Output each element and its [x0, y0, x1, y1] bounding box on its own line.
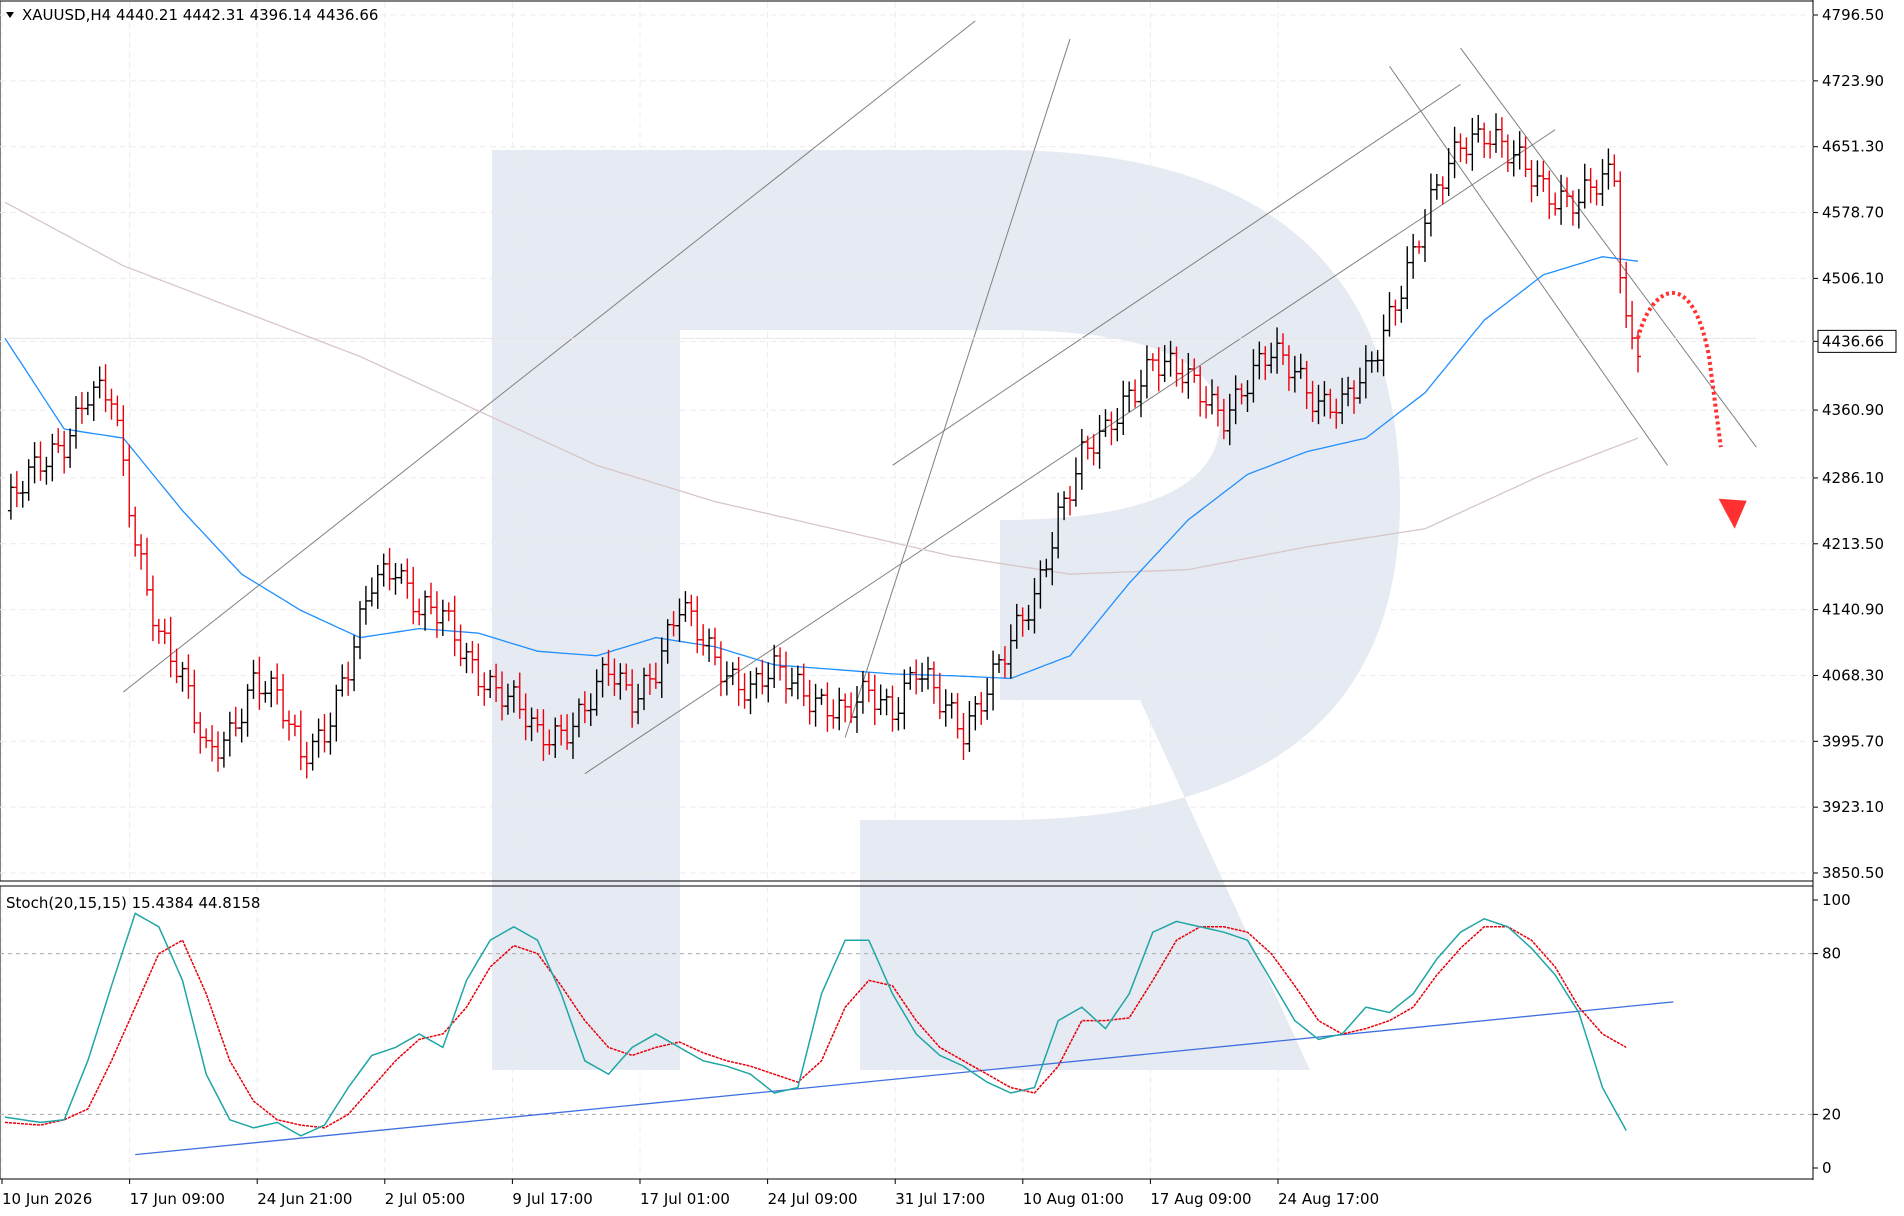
watermark-logo: [492, 150, 1400, 1070]
trendline: [844, 38, 1071, 738]
trendline: [892, 83, 1461, 466]
time-axis-label: 9 Jul 17:00: [512, 1190, 592, 1208]
time-axis-label: 17 Aug 09:00: [1150, 1190, 1251, 1208]
symbol-label: XAUUSD,H4 4440.21 4442.31 4396.14 4436.6…: [22, 6, 378, 24]
price-tick-label: 4651.30: [1822, 138, 1884, 156]
current-price-box: [1817, 329, 1897, 353]
time-axis-label: 17 Jul 01:00: [640, 1190, 730, 1208]
time-axis-label: 31 Jul 17:00: [895, 1190, 985, 1208]
price-tick-label: 4068.30: [1822, 666, 1884, 684]
forecast-arrow: [1636, 291, 1747, 529]
trendline: [584, 129, 1556, 775]
time-axis-label: 24 Jul 09:00: [768, 1190, 858, 1208]
price-tick-label: 4286.10: [1822, 469, 1884, 487]
collapse-triangle-icon[interactable]: [6, 12, 14, 18]
forecast-path: [1636, 291, 1723, 448]
stoch-label: Stoch(20,15,15) 15.4384 44.8158: [6, 894, 260, 912]
price-tick-label: 4506.10: [1822, 269, 1884, 287]
price-tick-label: 4796.50: [1822, 6, 1884, 24]
stoch-trendline: [135, 1001, 1674, 1156]
stoch-level-label: 20: [1822, 1105, 1841, 1123]
stochastic-lines: [4, 912, 1674, 1156]
price-tick-label: 4578.70: [1822, 204, 1884, 222]
stoch-axis: 100 80 20 0: [1813, 891, 1851, 1177]
time-axis: 10 Jun 2026 17 Jun 09:00 24 Jun 21:00 2 Jul…: [1, 1179, 1379, 1208]
trendline: [1460, 47, 1757, 448]
current-price-label: 4436.66: [1822, 332, 1884, 350]
time-axis-label: 2 Jul 05:00: [385, 1190, 465, 1208]
forecast-arrowhead: [1718, 498, 1747, 529]
time-axis-label: 10 Aug 01:00: [1023, 1190, 1124, 1208]
time-axis-label: 10 Jun 2026: [2, 1190, 92, 1208]
time-axis-label: 24 Jun 21:00: [257, 1190, 352, 1208]
slow-ma-line: [4, 201, 1639, 575]
candles: [7, 113, 1641, 779]
stoch-level-label: 100: [1822, 891, 1851, 909]
stoch-signal-line: [4, 926, 1627, 1129]
price-trendlines: [5, 20, 1757, 775]
price-panel-frame: [0, 0, 1814, 882]
chart-grid: [0, 2, 1813, 1178]
stoch-main-line: [4, 912, 1627, 1137]
price-tick-label: 3995.70: [1822, 732, 1884, 750]
fast-ma-line: [4, 256, 1639, 680]
price-tick-label: 4360.90: [1822, 401, 1884, 419]
stoch-level-label: 80: [1822, 945, 1841, 963]
time-axis-label: 17 Jun 09:00: [130, 1190, 225, 1208]
price-tick-label: 4213.50: [1822, 535, 1884, 553]
stoch-level-label: 0: [1822, 1159, 1832, 1177]
price-tick-label: 3923.10: [1822, 798, 1884, 816]
trendline: [123, 20, 976, 693]
symbol-header: XAUUSD,H4 4440.21 4442.31 4396.14 4436.6…: [6, 6, 378, 24]
price-tick-label: 3850.50: [1822, 864, 1884, 882]
stoch-header: Stoch(20,15,15) 15.4384 44.8158: [6, 894, 260, 912]
price-axis: 4796.50 4723.90 4651.30 4578.70 4506.10 4436.…: [1813, 6, 1897, 882]
price-tick-label: 4723.90: [1822, 72, 1884, 90]
price-tick-label: 4140.90: [1822, 601, 1884, 619]
trendline: [1389, 65, 1668, 466]
moving-averages: [4, 201, 1639, 680]
time-axis-label: 24 Aug 17:00: [1278, 1190, 1379, 1208]
